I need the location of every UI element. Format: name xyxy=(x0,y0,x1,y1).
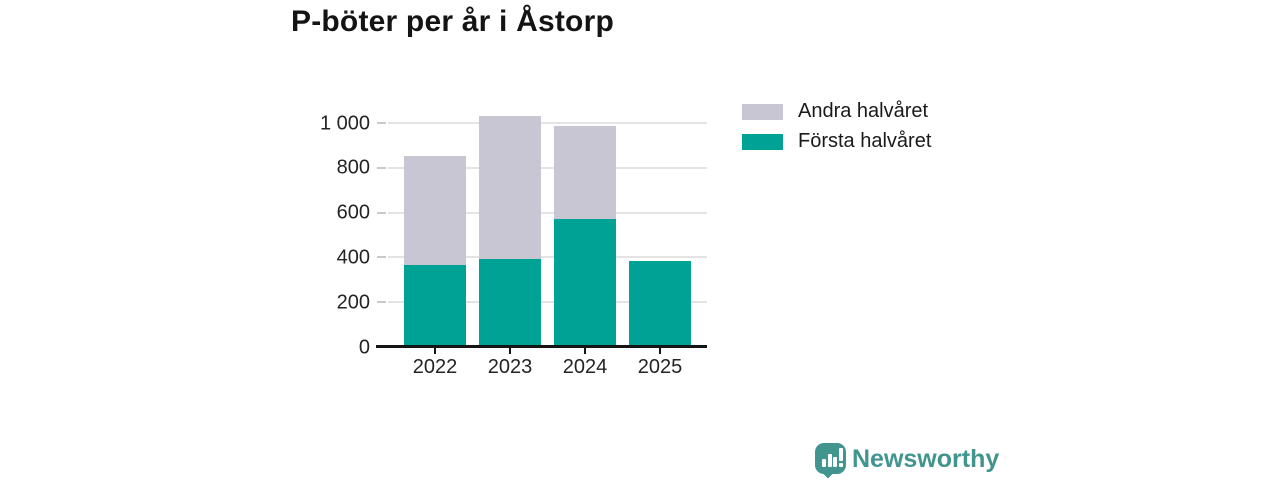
bar-segment-2022 xyxy=(404,265,466,347)
legend-label: Andra halvåret xyxy=(798,100,929,122)
logo-exclamation-bar xyxy=(838,447,843,461)
bar-segment-2024 xyxy=(554,126,616,220)
gridline xyxy=(388,256,707,259)
x-tick xyxy=(659,348,661,354)
y-tick xyxy=(377,122,386,124)
bar-segment-2023 xyxy=(479,258,541,347)
gridline xyxy=(388,211,707,214)
brand-footer: Newsworthy xyxy=(814,442,1074,480)
y-tick-label: 800 xyxy=(336,156,370,179)
y-tick xyxy=(377,256,386,259)
y-tick-label: 400 xyxy=(336,246,370,269)
y-tick-label: 0 xyxy=(358,336,370,358)
legend-label: Första halvåret xyxy=(798,130,932,152)
x-axis-label: 2024 xyxy=(562,356,608,378)
y-tick-label: 200 xyxy=(336,291,370,314)
logo-exclamation-dot xyxy=(838,463,843,467)
y-tick xyxy=(377,301,386,304)
logo-bar-2 xyxy=(827,453,832,467)
bar-segment-2025 xyxy=(629,260,691,347)
legend-swatch xyxy=(742,103,783,120)
legend-row: Första halvåret xyxy=(742,130,932,152)
bar-segment-2022 xyxy=(404,155,466,266)
brand-name: Newsworthy xyxy=(852,445,1000,473)
gridline xyxy=(388,301,707,304)
x-axis-label: 2025 xyxy=(637,356,683,378)
gridline xyxy=(388,122,707,124)
bar-segment-2023 xyxy=(479,116,541,259)
gridline xyxy=(388,166,707,169)
x-axis-label: 2023 xyxy=(487,356,533,378)
newsworthy-logo-icon xyxy=(814,442,848,479)
y-tick-label: 1 000 xyxy=(319,112,370,134)
x-tick xyxy=(434,348,436,354)
chart-title: P-böter per år i Åstorp xyxy=(291,5,614,38)
y-tick xyxy=(377,211,386,214)
y-tick-label: 600 xyxy=(336,201,370,224)
x-tick xyxy=(584,348,586,354)
legend: Andra halvåret Första halvåret xyxy=(742,100,932,163)
y-tick xyxy=(377,166,386,169)
x-axis-line xyxy=(376,345,707,348)
legend-swatch xyxy=(742,133,783,150)
x-axis-label: 2022 xyxy=(412,356,458,378)
logo-bar-3 xyxy=(833,456,837,467)
legend-row: Andra halvåret xyxy=(742,100,931,122)
logo-bar-1 xyxy=(822,458,826,467)
bar-segment-2024 xyxy=(554,219,616,347)
plot-area: 0 200 400 600 800 1 000 2022 2023 2024 2025 xyxy=(320,112,707,378)
x-tick xyxy=(509,348,511,354)
